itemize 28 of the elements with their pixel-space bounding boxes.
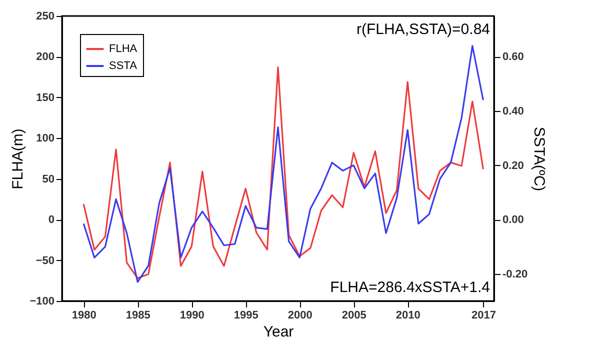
legend-label: SSTA [109,60,138,72]
y-tick-label: −100 [30,296,54,308]
y2-tick-label: 0.40 [502,106,524,118]
legend-label: FLHA [109,43,138,55]
x-tick-label: 2010 [396,310,420,322]
x-tick-label: 1980 [72,310,96,322]
x-tick-label: 1995 [234,310,258,322]
y-tick-label: −50 [36,254,54,267]
y-tick-label: 0 [48,214,54,226]
y-tick-label: 50 [42,173,54,186]
annotation: FLHA=286.4xSSTA+1.4 [330,279,490,296]
y-tick-label: 250 [36,10,54,22]
y2-tick-label: 0.20 [502,160,524,172]
y2-tick-label: 0.60 [502,51,524,64]
x-tick-label: 2017 [471,310,496,322]
x-tick-label: 2000 [288,310,312,322]
x-tick-label: 2005 [342,310,366,322]
y-tick-label: 200 [36,51,54,64]
x-tick-label: 1990 [180,310,204,322]
y2-axis-title: SSTA(ºC) [530,126,548,192]
x-axis-title: Year [263,324,294,340]
annotation: r(FLHA,SSTA)=0.84 [356,21,490,38]
y-axis-title: FLHA(m) [10,128,27,190]
y-tick-label: 150 [36,92,54,104]
y2-tick-label: 0.00 [502,214,524,226]
x-tick-label: 1985 [126,310,150,322]
y-tick-label: 100 [36,132,54,145]
y2-tick-label: -0.20 [502,268,528,280]
